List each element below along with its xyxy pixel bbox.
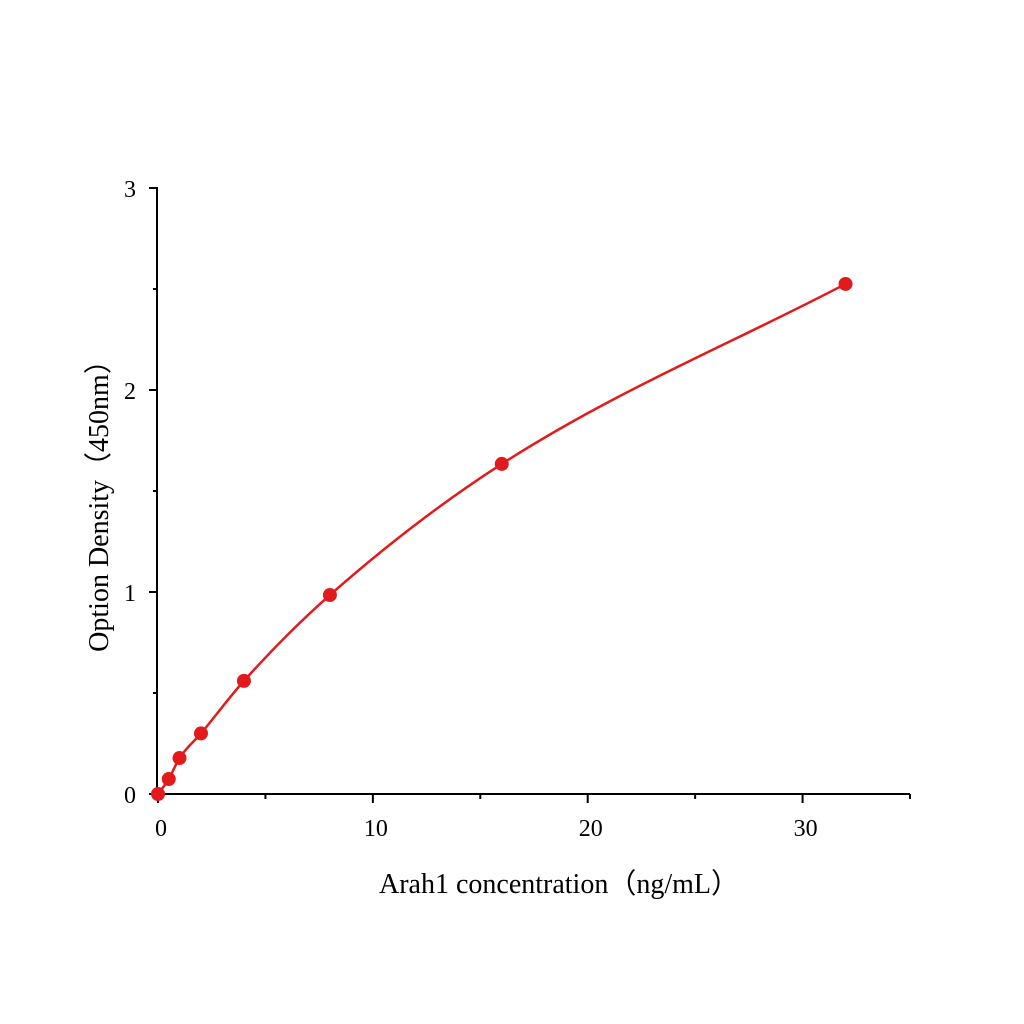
x-tick-label: 0 [155, 816, 167, 842]
y-axis-ticks: 0 1 2 3 [124, 177, 158, 809]
data-point [151, 787, 165, 801]
x-axis-title: Arah1 concentration（ng/mL） [379, 868, 739, 900]
data-point [322, 588, 337, 603]
x-tick-label: 10 [364, 816, 388, 842]
axes: 0 10 20 30 0 1 2 3 [124, 177, 911, 842]
y-tick-label: 1 [124, 581, 136, 607]
data-point [494, 456, 509, 471]
data-point [236, 673, 251, 688]
y-axis-title: Option Density（450nm） [83, 346, 115, 652]
data-point [172, 751, 187, 766]
y-tick-label: 0 [124, 783, 136, 809]
x-axis-ticks: 0 10 20 30 [155, 794, 911, 842]
plot-area [151, 276, 853, 801]
data-point [838, 276, 853, 291]
x-tick-label: 20 [579, 816, 603, 842]
y-tick-label: 3 [124, 177, 136, 203]
fit-curve [156, 282, 847, 795]
y-tick-label: 2 [124, 379, 136, 405]
data-points [151, 276, 853, 801]
x-tick-label: 30 [794, 816, 818, 842]
data-point [161, 772, 176, 787]
data-point [193, 726, 208, 741]
